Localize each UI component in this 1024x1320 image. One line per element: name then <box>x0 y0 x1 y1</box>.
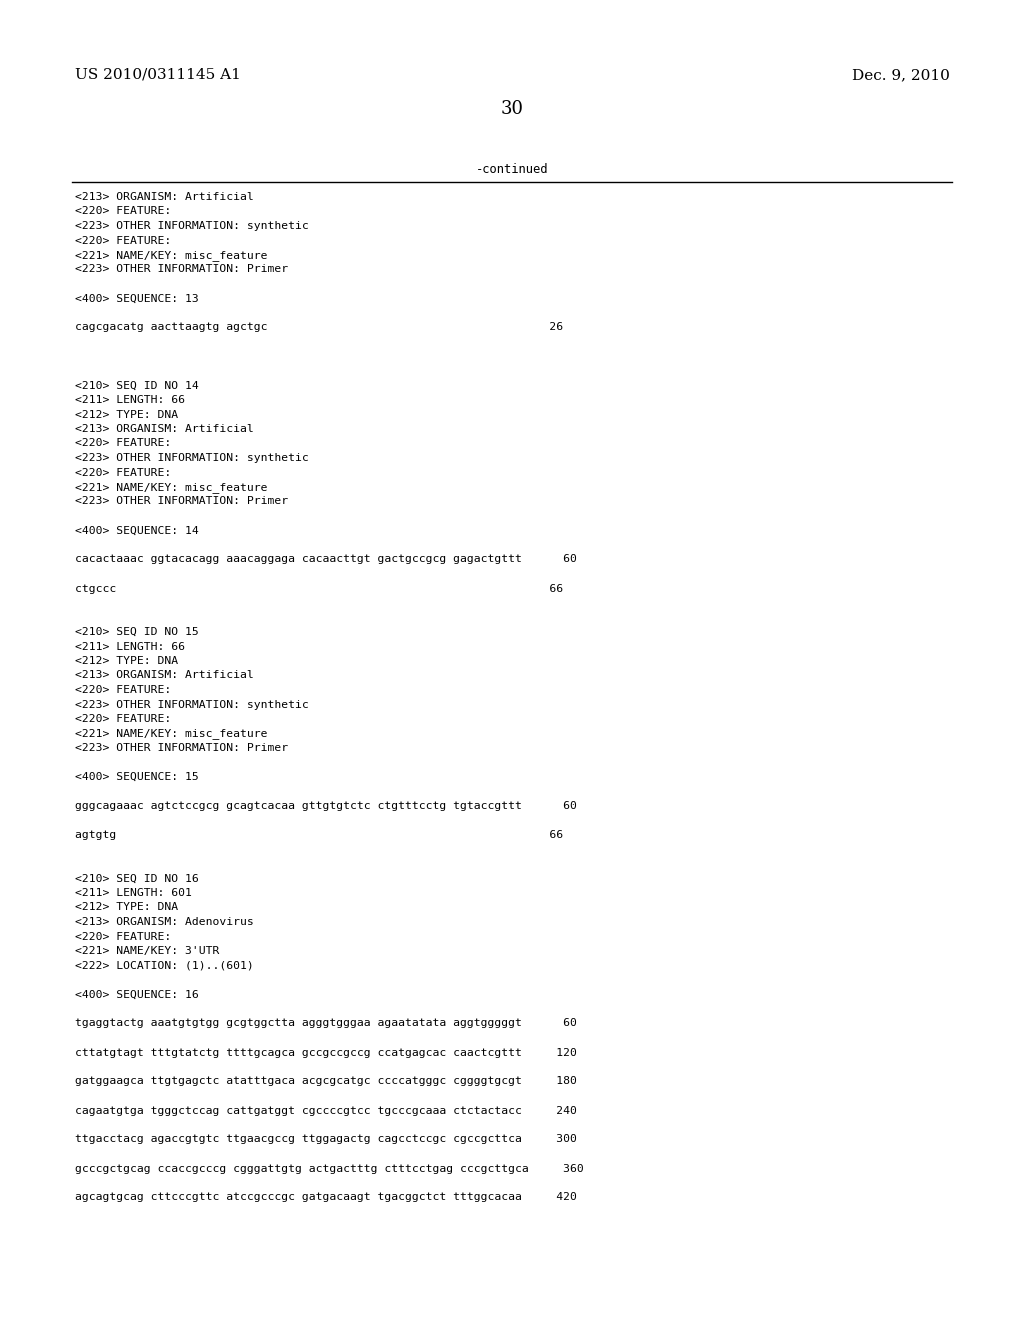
Text: <223> OTHER INFORMATION: synthetic: <223> OTHER INFORMATION: synthetic <box>75 700 309 710</box>
Text: <211> LENGTH: 66: <211> LENGTH: 66 <box>75 395 185 405</box>
Text: gggcagaaac agtctccgcg gcagtcacaa gttgtgtctc ctgtttcctg tgtaccgttt      60: gggcagaaac agtctccgcg gcagtcacaa gttgtgt… <box>75 801 577 810</box>
Text: agtgtg                                                               66: agtgtg 66 <box>75 830 563 840</box>
Text: <223> OTHER INFORMATION: Primer: <223> OTHER INFORMATION: Primer <box>75 743 288 752</box>
Text: <223> OTHER INFORMATION: Primer: <223> OTHER INFORMATION: Primer <box>75 496 288 507</box>
Text: <223> OTHER INFORMATION: synthetic: <223> OTHER INFORMATION: synthetic <box>75 453 309 463</box>
Text: <221> NAME/KEY: misc_feature: <221> NAME/KEY: misc_feature <box>75 729 267 739</box>
Text: <211> LENGTH: 66: <211> LENGTH: 66 <box>75 642 185 652</box>
Text: <212> TYPE: DNA: <212> TYPE: DNA <box>75 903 178 912</box>
Text: <220> FEATURE:: <220> FEATURE: <box>75 685 171 696</box>
Text: <212> TYPE: DNA: <212> TYPE: DNA <box>75 656 178 667</box>
Text: tgaggtactg aaatgtgtgg gcgtggctta agggtgggaa agaatatata aggtgggggt      60: tgaggtactg aaatgtgtgg gcgtggctta agggtgg… <box>75 1019 577 1028</box>
Text: <223> OTHER INFORMATION: Primer: <223> OTHER INFORMATION: Primer <box>75 264 288 275</box>
Text: <213> ORGANISM: Adenovirus: <213> ORGANISM: Adenovirus <box>75 917 254 927</box>
Text: Dec. 9, 2010: Dec. 9, 2010 <box>852 69 950 82</box>
Text: <213> ORGANISM: Artificial: <213> ORGANISM: Artificial <box>75 191 254 202</box>
Text: gatggaagca ttgtgagctc atatttgaca acgcgcatgc ccccatgggc cggggtgcgt     180: gatggaagca ttgtgagctc atatttgaca acgcgca… <box>75 1077 577 1086</box>
Text: <220> FEATURE:: <220> FEATURE: <box>75 467 171 478</box>
Text: ctgccc                                                               66: ctgccc 66 <box>75 583 563 594</box>
Text: <213> ORGANISM: Artificial: <213> ORGANISM: Artificial <box>75 671 254 681</box>
Text: cacactaaac ggtacacagg aaacaggaga cacaacttgt gactgccgcg gagactgttt      60: cacactaaac ggtacacagg aaacaggaga cacaact… <box>75 554 577 565</box>
Text: <220> FEATURE:: <220> FEATURE: <box>75 438 171 449</box>
Text: ttgacctacg agaccgtgtc ttgaacgccg ttggagactg cagcctccgc cgccgcttca     300: ttgacctacg agaccgtgtc ttgaacgccg ttggaga… <box>75 1134 577 1144</box>
Text: <221> NAME/KEY: 3'UTR: <221> NAME/KEY: 3'UTR <box>75 946 219 956</box>
Text: <220> FEATURE:: <220> FEATURE: <box>75 932 171 941</box>
Text: <210> SEQ ID NO 16: <210> SEQ ID NO 16 <box>75 874 199 883</box>
Text: cagaatgtga tgggctccag cattgatggt cgccccgtcc tgcccgcaaa ctctactacc     240: cagaatgtga tgggctccag cattgatggt cgccccg… <box>75 1106 577 1115</box>
Text: <220> FEATURE:: <220> FEATURE: <box>75 714 171 723</box>
Text: <210> SEQ ID NO 15: <210> SEQ ID NO 15 <box>75 627 199 638</box>
Text: <213> ORGANISM: Artificial: <213> ORGANISM: Artificial <box>75 424 254 434</box>
Text: cttatgtagt tttgtatctg ttttgcagca gccgccgccg ccatgagcac caactcgttt     120: cttatgtagt tttgtatctg ttttgcagca gccgccg… <box>75 1048 577 1057</box>
Text: cagcgacatg aacttaagtg agctgc                                         26: cagcgacatg aacttaagtg agctgc 26 <box>75 322 563 333</box>
Text: <400> SEQUENCE: 16: <400> SEQUENCE: 16 <box>75 990 199 999</box>
Text: <221> NAME/KEY: misc_feature: <221> NAME/KEY: misc_feature <box>75 482 267 492</box>
Text: US 2010/0311145 A1: US 2010/0311145 A1 <box>75 69 241 82</box>
Text: <223> OTHER INFORMATION: synthetic: <223> OTHER INFORMATION: synthetic <box>75 220 309 231</box>
Text: <211> LENGTH: 601: <211> LENGTH: 601 <box>75 888 191 898</box>
Text: <400> SEQUENCE: 14: <400> SEQUENCE: 14 <box>75 525 199 536</box>
Text: <400> SEQUENCE: 15: <400> SEQUENCE: 15 <box>75 772 199 781</box>
Text: agcagtgcag cttcccgttc atccgcccgc gatgacaagt tgacggctct tttggcacaa     420: agcagtgcag cttcccgttc atccgcccgc gatgaca… <box>75 1192 577 1203</box>
Text: <220> FEATURE:: <220> FEATURE: <box>75 206 171 216</box>
Text: <222> LOCATION: (1)..(601): <222> LOCATION: (1)..(601) <box>75 961 254 970</box>
Text: -continued: -continued <box>476 162 548 176</box>
Text: <220> FEATURE:: <220> FEATURE: <box>75 235 171 246</box>
Text: <210> SEQ ID NO 14: <210> SEQ ID NO 14 <box>75 380 199 391</box>
Text: <212> TYPE: DNA: <212> TYPE: DNA <box>75 409 178 420</box>
Text: gcccgctgcag ccaccgcccg cgggattgtg actgactttg ctttcctgag cccgcttgca     360: gcccgctgcag ccaccgcccg cgggattgtg actgac… <box>75 1163 584 1173</box>
Text: <400> SEQUENCE: 13: <400> SEQUENCE: 13 <box>75 293 199 304</box>
Text: <221> NAME/KEY: misc_feature: <221> NAME/KEY: misc_feature <box>75 249 267 261</box>
Text: 30: 30 <box>501 100 523 117</box>
